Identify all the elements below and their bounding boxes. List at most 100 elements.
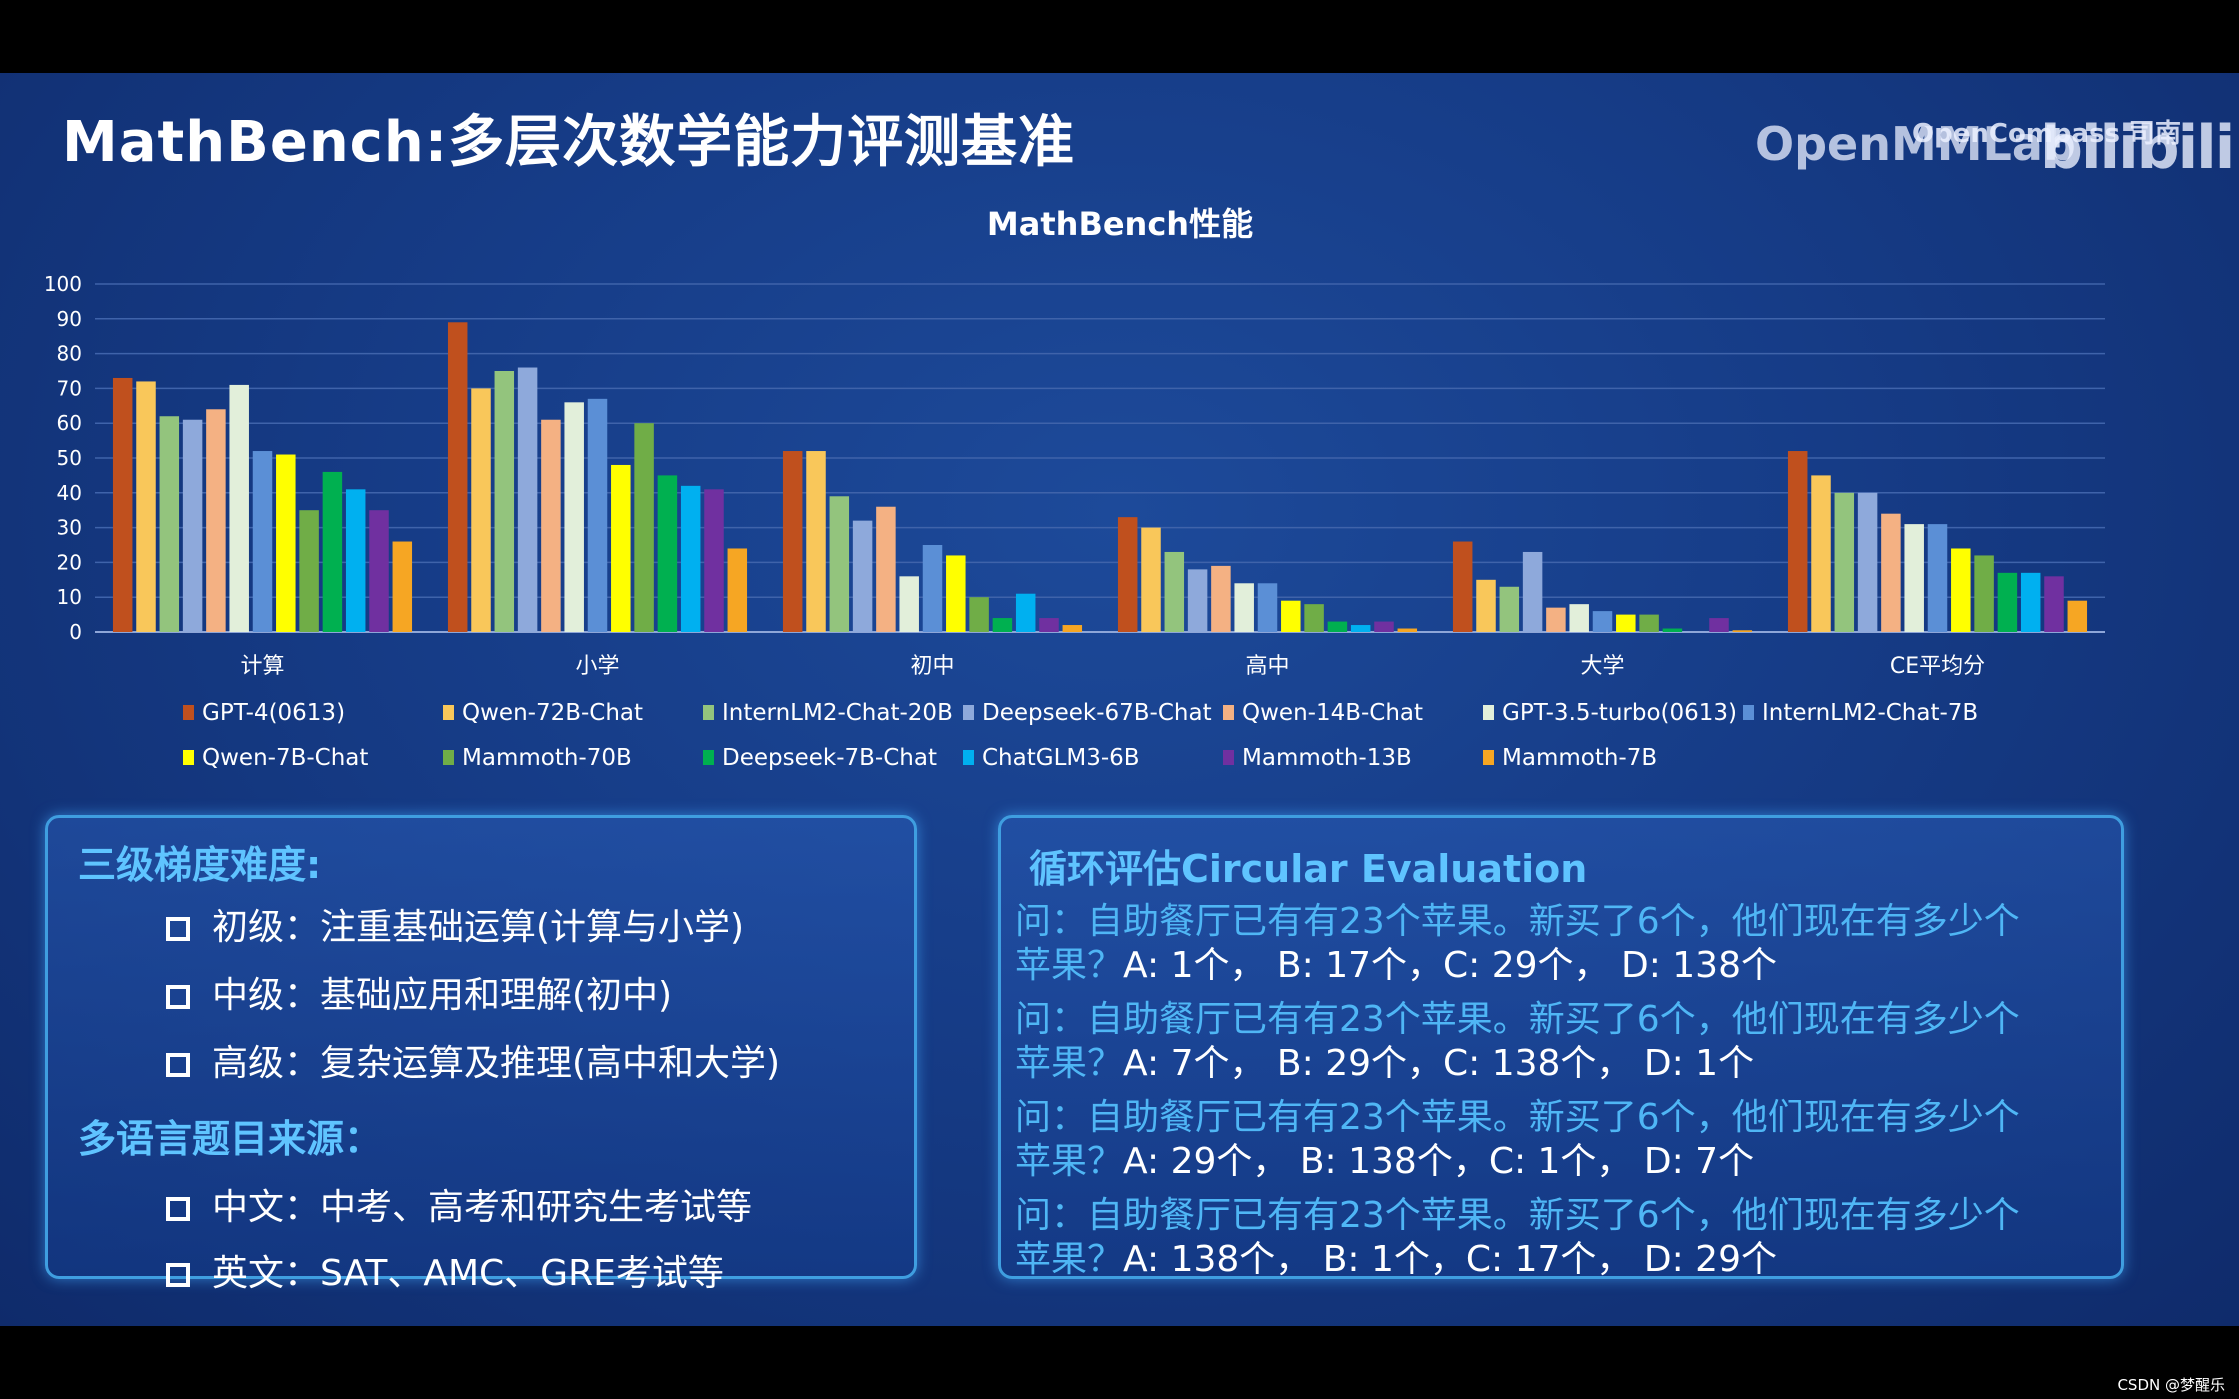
bar xyxy=(1350,625,1371,632)
difficulty-item: 初级：注重基础运算(计算与小学) xyxy=(166,898,744,950)
bar xyxy=(1546,607,1566,632)
bar xyxy=(517,367,538,632)
difficulty-item: 高级：复杂运算及推理(高中和大学) xyxy=(166,1034,780,1086)
bar xyxy=(1141,527,1161,632)
y-tick-label: 60 xyxy=(57,411,82,435)
legend-swatch xyxy=(443,705,454,720)
legend-label: Deepseek-7B-Chat xyxy=(722,745,937,771)
bar xyxy=(1281,600,1301,632)
bar xyxy=(159,416,180,632)
legend-swatch xyxy=(1223,705,1234,720)
bar xyxy=(345,489,366,632)
x-tick-label: 高中 xyxy=(1245,654,1289,679)
bar xyxy=(704,489,724,632)
slide-title: MathBench:多层次数学能力评测基准 xyxy=(62,110,1076,175)
checkbox-icon xyxy=(166,1053,190,1077)
bar xyxy=(1304,604,1324,632)
bar xyxy=(369,510,389,632)
bar xyxy=(1927,524,1948,632)
bar xyxy=(829,496,850,632)
bar xyxy=(922,545,943,632)
bar xyxy=(1374,621,1394,632)
legend-label: Mammoth-7B xyxy=(1502,745,1657,771)
bar xyxy=(1234,583,1254,632)
bar xyxy=(447,322,468,632)
bar xyxy=(992,618,1013,632)
legend-label: ChatGLM3-6B xyxy=(982,745,1140,771)
checkbox-icon xyxy=(166,1263,190,1287)
bar xyxy=(1327,621,1348,632)
question-block: 问：自助餐厅已有有23个苹果。新买了6个，他们现在有多少个 苹果？A: 1个， … xyxy=(1015,901,2020,986)
y-tick-label: 30 xyxy=(57,516,82,540)
bar xyxy=(471,388,491,632)
y-tick-label: 80 xyxy=(57,342,82,366)
legend-swatch xyxy=(183,750,194,765)
bar xyxy=(112,377,133,632)
legend-label: Qwen-72B-Chat xyxy=(462,700,643,726)
y-tick-label: 70 xyxy=(57,376,82,400)
bar xyxy=(392,541,413,632)
bar xyxy=(2020,572,2041,632)
difficulty-item: 中级：基础应用和理解(初中) xyxy=(166,966,672,1018)
bar xyxy=(680,485,701,632)
bar xyxy=(782,451,803,632)
language-item: 中文：中考、高考和研究生考试等 xyxy=(166,1178,752,1230)
bar xyxy=(1857,492,1878,632)
bilibili-logo: bilibili xyxy=(2040,113,2235,183)
openmmlab-watermark: OpenMMLab xyxy=(1755,117,2076,171)
bar xyxy=(852,520,873,632)
bar xyxy=(1452,541,1473,632)
legend-swatch xyxy=(963,705,974,720)
bar xyxy=(1476,579,1496,632)
slide: MathBench:多层次数学能力评测基准 OpenMMLab OpenComp… xyxy=(0,73,2239,1326)
bar-chart: MathBench性能 0 10 20 30 40 50 60 70 80 90 100 计算 小学 初中 高… xyxy=(44,205,2105,771)
legend-swatch xyxy=(443,750,454,765)
legend-swatch xyxy=(1483,750,1494,765)
question-block: 问：自助餐厅已有有23个苹果。新买了6个，他们现在有多少个 苹果？A: 7个， … xyxy=(1015,999,2020,1084)
bar xyxy=(876,506,896,632)
language-heading: 多语言题目来源： xyxy=(78,1117,383,1161)
bar xyxy=(1397,628,1418,632)
bar xyxy=(136,381,156,632)
bar xyxy=(252,451,273,632)
x-tick-label: 初中 xyxy=(910,654,954,679)
legend-label: InternLM2-Chat-20B xyxy=(722,700,953,726)
y-tick-label: 0 xyxy=(69,620,82,644)
legend-label: Mammoth-70B xyxy=(462,745,632,771)
bar xyxy=(1211,565,1231,632)
bar xyxy=(2067,600,2088,632)
checkbox-icon xyxy=(166,985,190,1009)
question-block: 问：自助餐厅已有有23个苹果。新买了6个，他们现在有多少个 苹果？A: 138个… xyxy=(1015,1195,2020,1280)
legend-swatch xyxy=(1483,705,1494,720)
legend-label: Deepseek-67B-Chat xyxy=(982,700,1212,726)
bar xyxy=(1709,618,1729,632)
bar xyxy=(1662,628,1683,632)
legend-label: Mammoth-13B xyxy=(1242,745,1412,771)
checkbox-icon xyxy=(166,917,190,941)
bar xyxy=(1117,517,1138,632)
bar xyxy=(1639,614,1659,632)
y-tick-label: 100 xyxy=(44,272,82,296)
legend-label: Qwen-7B-Chat xyxy=(202,745,368,771)
y-tick-label: 20 xyxy=(57,550,82,574)
x-tick-label: CE平均分 xyxy=(1890,654,1985,679)
legend-swatch xyxy=(963,750,974,765)
bar xyxy=(276,454,296,632)
legend-label: Qwen-14B-Chat xyxy=(1242,700,1423,726)
bar xyxy=(611,464,631,632)
bar xyxy=(657,475,678,632)
bar xyxy=(1257,583,1278,632)
chart-title: MathBench性能 xyxy=(987,205,1253,243)
bar xyxy=(564,402,584,632)
bar xyxy=(1881,513,1901,632)
bar xyxy=(206,409,226,632)
bar xyxy=(1616,614,1636,632)
question-block: 问：自助餐厅已有有23个苹果。新买了6个，他们现在有多少个 苹果？A: 29个，… xyxy=(1015,1097,2020,1182)
difficulty-heading: 三级梯度难度: xyxy=(78,843,322,887)
bar xyxy=(1164,551,1185,632)
bar xyxy=(1499,586,1520,632)
bar xyxy=(1997,572,2018,632)
y-tick-label: 40 xyxy=(57,481,82,505)
bar xyxy=(182,419,203,632)
bar xyxy=(806,451,826,632)
